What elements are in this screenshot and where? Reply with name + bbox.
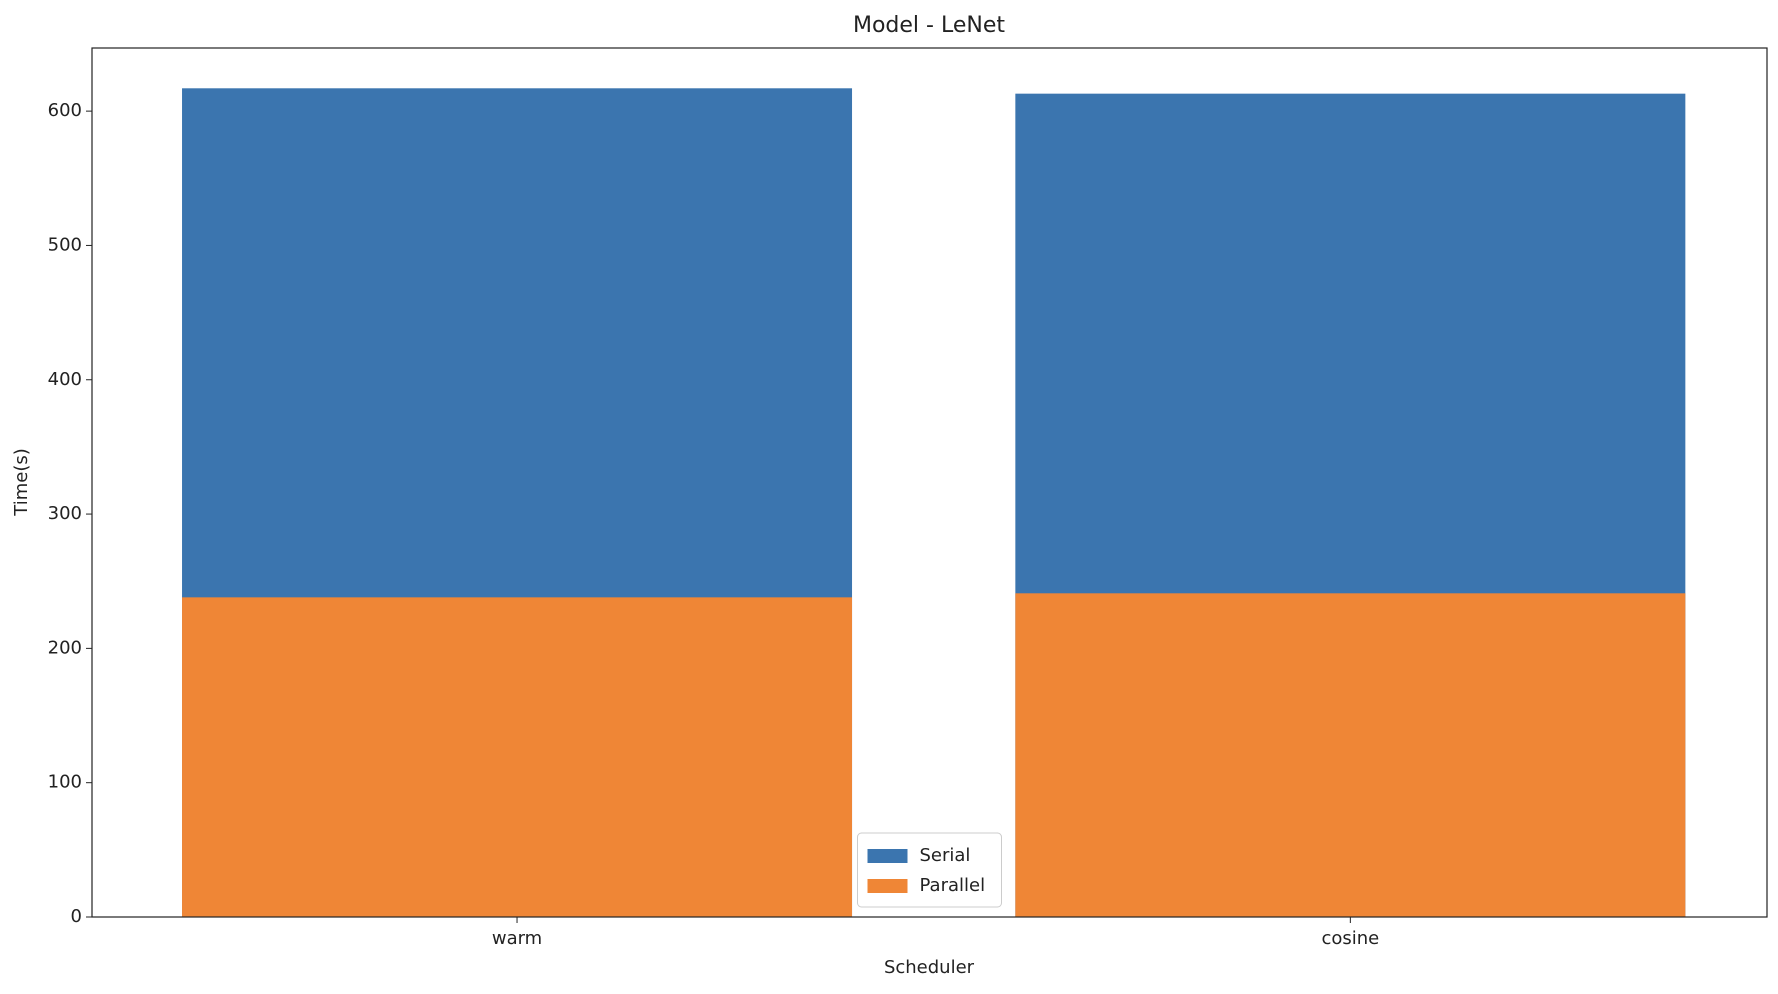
- y-tick-label: 0: [71, 906, 82, 927]
- y-tick-label: 300: [48, 503, 82, 524]
- y-axis-label: Time(s): [11, 448, 32, 516]
- plot-frame: [91, 47, 1768, 918]
- x-tick-label: cosine: [1321, 928, 1379, 949]
- x-axis-label: Scheduler: [884, 957, 975, 978]
- y-tick-label: 400: [48, 369, 82, 390]
- y-tick-label: 100: [48, 772, 82, 793]
- legend-swatch: [867, 849, 908, 863]
- legend-swatch: [867, 879, 908, 893]
- bar: [1015, 593, 1686, 917]
- y-tick-label: 200: [48, 637, 82, 658]
- legend-label: Serial: [920, 845, 971, 866]
- y-tick-label: 600: [48, 100, 82, 121]
- bar: [182, 597, 853, 917]
- x-tick-label: warm: [492, 928, 542, 949]
- chart-title: Model - LeNet: [853, 13, 1005, 38]
- legend-label: Parallel: [920, 875, 986, 896]
- y-tick-label: 500: [48, 234, 82, 255]
